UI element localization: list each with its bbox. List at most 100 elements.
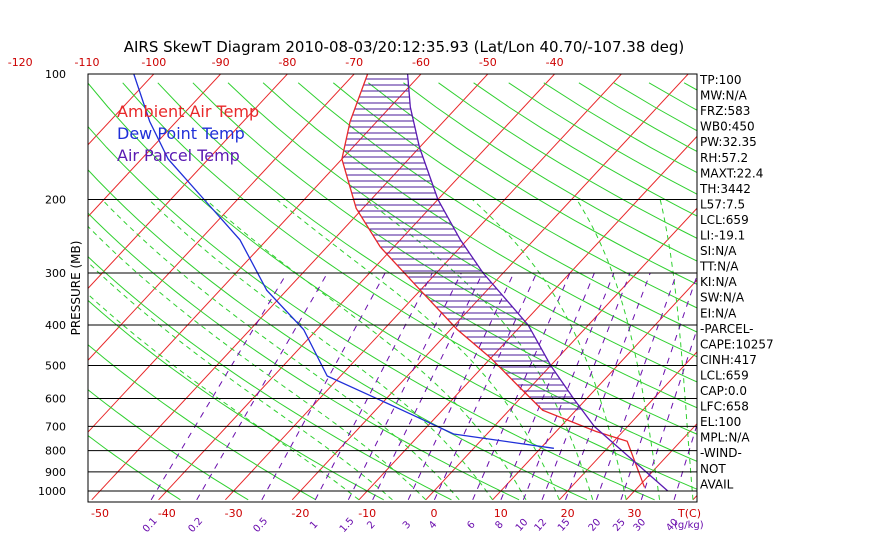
- isotherm-lines: [0, 65, 870, 501]
- dry-adiabat-line: [88, 82, 697, 490]
- cape-hatch: [342, 78, 582, 410]
- dry-adiabat-line: [122, 82, 697, 462]
- mixing-ratio-line: [472, 272, 571, 501]
- dry-adiabat-line: [297, 82, 697, 333]
- bottom-tick-label: -30: [225, 507, 243, 520]
- side-panel-line: LI:-19.1: [700, 229, 745, 243]
- side-panel-line: CAPE:10257: [700, 337, 774, 351]
- dry-adiabat-line: [825, 83, 870, 500]
- bottom-axis-unit: T(C): [677, 507, 701, 520]
- mixing-ratio-tick-label: 3: [401, 519, 413, 531]
- isotherm-line: [88, 74, 155, 146]
- ambient-air-temp-line: [341, 74, 646, 488]
- mixing-ratio-unit: (g/kg): [674, 520, 704, 531]
- bottom-tick-label: 0: [431, 507, 438, 520]
- side-panel-line: LCL:659: [700, 368, 749, 382]
- mixing-ratio-line: [673, 423, 697, 500]
- isotherm-line: [91, 74, 489, 501]
- legend-ambient-air-temp: Ambient Air Temp: [117, 102, 259, 121]
- side-panel-line: TP:100: [699, 73, 742, 87]
- dry-adiabat-line: [332, 82, 697, 309]
- top-tick-label: -50: [479, 56, 497, 69]
- bottom-tick-labels: -50 -40 -30 -20 -10 0 10 20 30: [91, 507, 641, 520]
- dry-adiabat-line: [403, 82, 697, 262]
- side-panel-line: KI:N/A: [700, 275, 737, 289]
- isotherm-line: [0, 65, 29, 500]
- moist-adiabat-line: [148, 199, 494, 501]
- moist-adiabat-line: [88, 293, 360, 501]
- mixing-ratio-line: [314, 272, 433, 501]
- isotherm-line: [559, 351, 697, 501]
- y-tick-labels: 100 200 300 400 500 600 700 800 900 1000: [38, 68, 66, 498]
- bottom-tick-label: -50: [91, 507, 109, 520]
- dry-adiabat-line: [508, 82, 697, 195]
- dry-adiabat-line: [367, 82, 697, 285]
- mixing-ratio-tick-label: 25: [611, 517, 628, 534]
- mixing-ratio-line: [640, 327, 697, 500]
- moist-adiabat-line: [472, 199, 627, 500]
- mixing-ratio-lines: [150, 272, 697, 501]
- dry-adiabat-line: [88, 344, 317, 501]
- mixing-ratio-tick-label: 0.5: [251, 516, 270, 535]
- y-tick-label: 500: [45, 359, 66, 372]
- moist-adiabat-line: [576, 199, 661, 500]
- dry-adiabat-line: [438, 82, 697, 239]
- moist-adiabat-lines: [88, 199, 694, 501]
- top-tick-label: -120: [8, 56, 33, 69]
- isotherm-line: [88, 74, 355, 361]
- isotherm-line: [425, 207, 697, 501]
- isobar-lines: [88, 74, 697, 492]
- dry-adiabat-line: [789, 83, 870, 500]
- side-panel-line: TT:N/A: [699, 260, 739, 274]
- isotherm-line: [88, 74, 222, 218]
- y-tick-label: 400: [45, 319, 66, 332]
- y-tick-label: 700: [45, 420, 66, 433]
- mixing-ratio-tick-label: 1: [308, 519, 320, 531]
- dry-adiabat-line: [88, 169, 588, 501]
- legend-air-parcel-temp: Air Parcel Temp: [117, 146, 240, 165]
- moist-adiabat-line: [88, 225, 427, 501]
- side-panel-line: AVAIL: [700, 477, 734, 491]
- side-panel-line: MW:N/A: [700, 89, 748, 103]
- mixing-ratio-tick-label: 8: [493, 519, 505, 531]
- mixing-ratio-line: [541, 272, 631, 501]
- y-tick-label: 200: [45, 194, 66, 207]
- side-panel-line: TH:3442: [699, 182, 751, 196]
- mixing-ratio-tick-label: 12: [532, 517, 549, 534]
- moist-adiabat-line: [205, 199, 527, 501]
- dry-adiabat-line: [88, 299, 384, 501]
- plot-area: [0, 65, 870, 501]
- side-panel-line: SW:N/A: [700, 291, 745, 305]
- y-tick-label: 900: [45, 466, 66, 479]
- legend: Ambient Air Temp Dew Point Temp Air Parc…: [117, 102, 259, 165]
- moist-adiabat-line: [276, 199, 560, 501]
- isotherm-line: [88, 74, 289, 290]
- top-tick-label: -100: [141, 56, 166, 69]
- isotherm-line: [291, 74, 689, 501]
- dew-point-temp-line: [133, 74, 554, 449]
- side-panel-line: EL:100: [700, 415, 741, 429]
- isotherm-line: [358, 135, 697, 501]
- y-tick-label: 800: [45, 445, 66, 458]
- top-tick-label: -80: [278, 56, 296, 69]
- dry-adiabat-line: [88, 255, 452, 501]
- mixing-ratio-tick-label: 0.2: [186, 516, 205, 535]
- mixing-ratio-tick-label: 1.5: [338, 516, 357, 535]
- mixing-ratio-line: [500, 272, 595, 501]
- dry-adiabat-lines: [88, 82, 870, 501]
- moist-adiabat-line: [88, 261, 393, 501]
- mixing-ratio-tick-label: 2: [365, 519, 377, 531]
- isotherm-line: [760, 65, 870, 500]
- dry-adiabat-line: [227, 82, 697, 383]
- side-panel-line: -WIND-: [700, 446, 742, 460]
- side-panel-line: -PARCEL-: [700, 322, 754, 336]
- y-tick-label: 600: [45, 392, 66, 405]
- dry-adiabat-line: [157, 82, 697, 435]
- dry-adiabat-line: [88, 434, 181, 501]
- dry-adiabat-line: [192, 82, 697, 409]
- mixing-ratio-tick-labels: 0.1 0.2 0.5 1 1.5 2 3 4 6 8 10 12 15 20 25 30 40: [141, 516, 681, 535]
- side-panel-line: RH:57.2: [700, 151, 748, 165]
- bottom-tick-label: 10: [494, 507, 508, 520]
